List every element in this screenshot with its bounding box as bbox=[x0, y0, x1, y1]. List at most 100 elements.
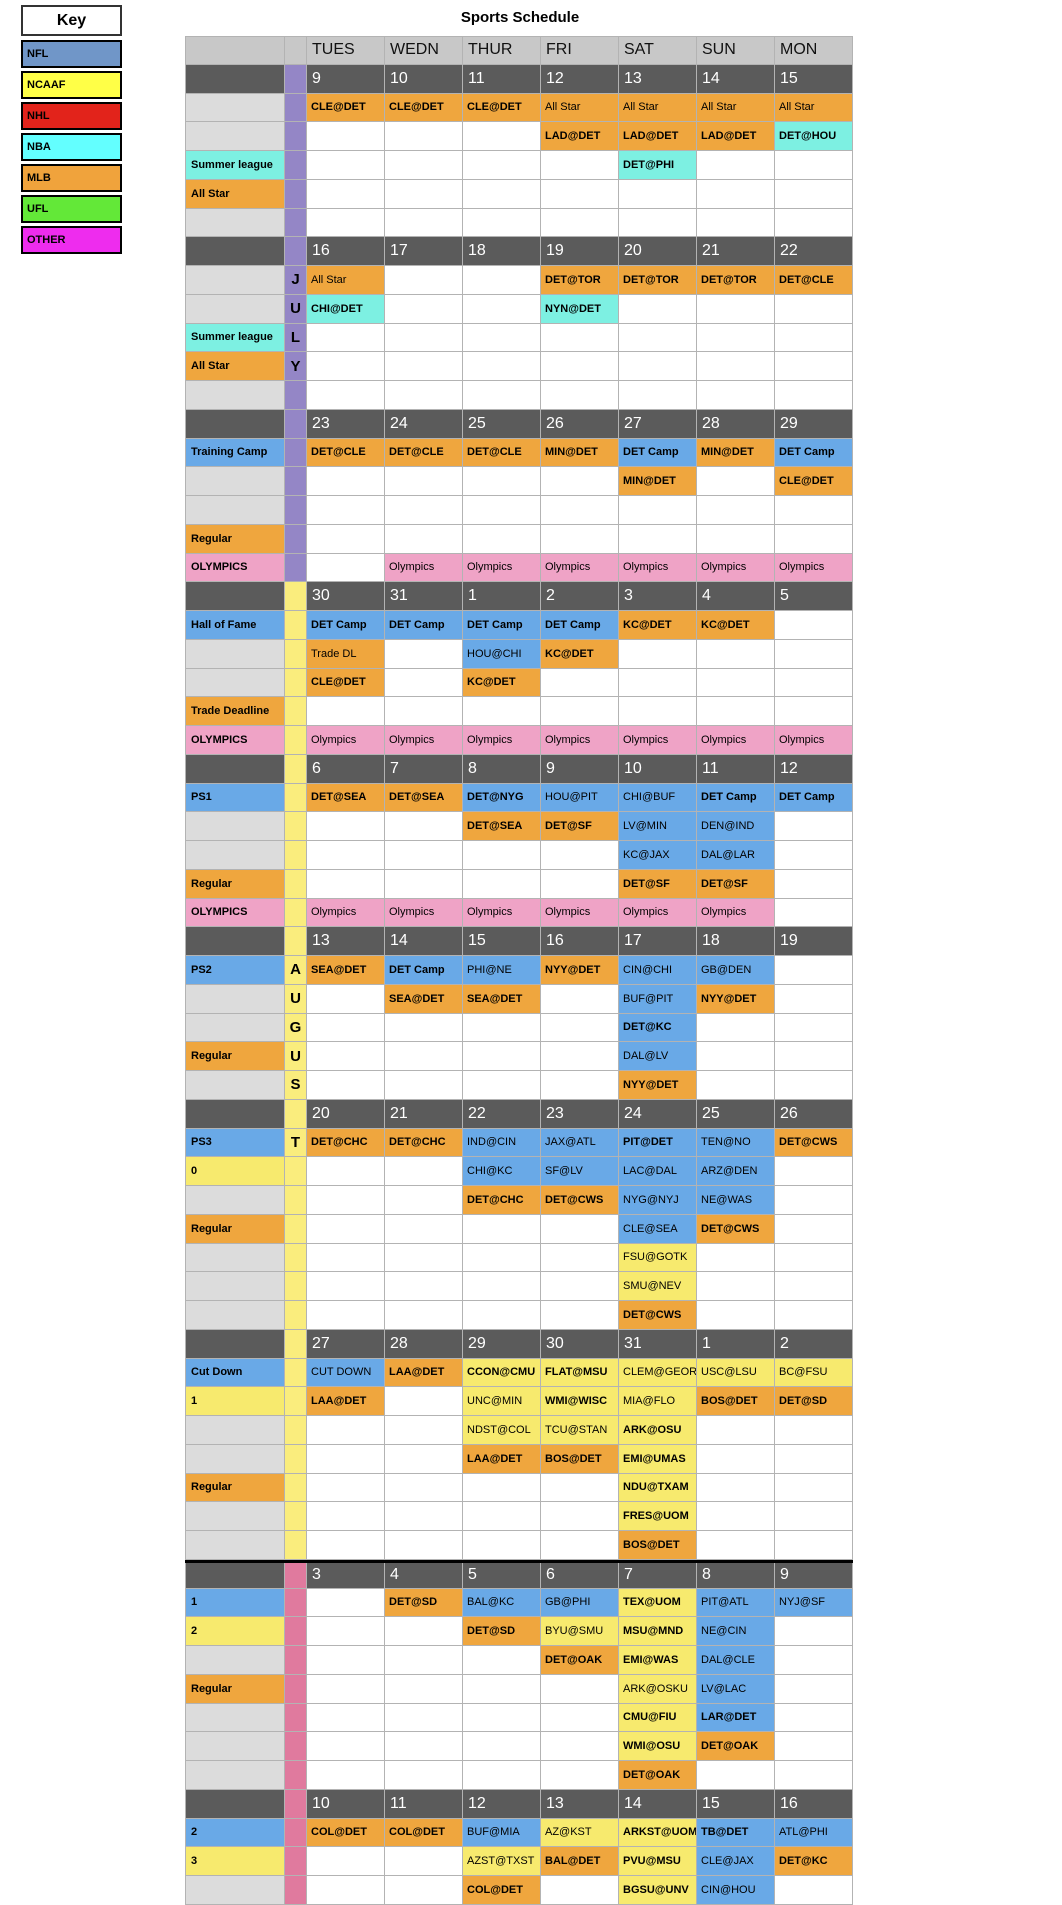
game-cell[interactable]: CHI@KC bbox=[463, 1157, 541, 1186]
game-cell[interactable]: NYY@DET bbox=[541, 956, 619, 985]
game-cell[interactable]: ARK@OSKU bbox=[619, 1674, 697, 1704]
game-cell[interactable]: DET@CLE bbox=[775, 266, 853, 295]
empty-cell[interactable] bbox=[307, 323, 385, 353]
empty-cell[interactable] bbox=[307, 1703, 385, 1733]
empty-cell[interactable] bbox=[697, 1444, 775, 1474]
row-label[interactable]: All Star bbox=[185, 352, 285, 381]
empty-cell[interactable] bbox=[463, 1042, 541, 1071]
empty-cell[interactable] bbox=[307, 1157, 385, 1186]
row-label[interactable] bbox=[185, 266, 285, 295]
empty-cell[interactable] bbox=[307, 1617, 385, 1646]
empty-cell[interactable] bbox=[775, 524, 853, 554]
game-cell[interactable]: DET@CWS bbox=[775, 1128, 853, 1158]
empty-cell[interactable] bbox=[775, 1502, 853, 1531]
empty-cell[interactable] bbox=[385, 812, 463, 841]
row-label[interactable]: 2 bbox=[185, 1818, 285, 1848]
game-cell[interactable]: CLEM@GEOR bbox=[619, 1358, 697, 1388]
row-label[interactable]: Regular bbox=[185, 869, 285, 899]
game-cell[interactable]: LAA@DET bbox=[307, 1387, 385, 1416]
empty-cell[interactable] bbox=[385, 1071, 463, 1100]
game-cell[interactable]: DET@KC bbox=[775, 1847, 853, 1876]
empty-cell[interactable] bbox=[775, 841, 853, 870]
empty-cell[interactable] bbox=[697, 1761, 775, 1790]
game-cell[interactable]: HOU@PIT bbox=[541, 783, 619, 813]
game-cell[interactable]: DET@SD bbox=[385, 1588, 463, 1618]
empty-cell[interactable] bbox=[775, 208, 853, 238]
empty-cell[interactable] bbox=[775, 381, 853, 410]
game-cell[interactable]: Olympics bbox=[619, 726, 697, 755]
empty-cell[interactable] bbox=[307, 1186, 385, 1215]
game-cell[interactable]: All Star bbox=[307, 266, 385, 295]
row-label[interactable]: PS1 bbox=[185, 783, 285, 813]
empty-cell[interactable] bbox=[775, 1042, 853, 1071]
game-cell[interactable]: SMU@NEV bbox=[619, 1272, 697, 1301]
empty-cell[interactable] bbox=[541, 1531, 619, 1560]
game-cell[interactable]: KC@DET bbox=[541, 639, 619, 669]
game-cell[interactable]: Olympics bbox=[463, 553, 541, 583]
game-cell[interactable]: LAA@DET bbox=[463, 1444, 541, 1474]
empty-cell[interactable] bbox=[541, 1473, 619, 1503]
row-label[interactable]: Training Camp bbox=[185, 438, 285, 468]
game-cell[interactable]: CLE@DET bbox=[385, 93, 463, 123]
empty-cell[interactable] bbox=[775, 1157, 853, 1186]
empty-cell[interactable] bbox=[775, 323, 853, 353]
row-label[interactable] bbox=[185, 1876, 285, 1905]
game-cell[interactable]: Olympics bbox=[463, 898, 541, 928]
empty-cell[interactable] bbox=[541, 1301, 619, 1330]
empty-cell[interactable] bbox=[463, 1214, 541, 1244]
empty-cell[interactable] bbox=[307, 1013, 385, 1043]
empty-cell[interactable] bbox=[385, 151, 463, 180]
game-cell[interactable]: DET@CWS bbox=[619, 1301, 697, 1330]
empty-cell[interactable] bbox=[307, 1876, 385, 1905]
row-label[interactable] bbox=[185, 93, 285, 123]
game-cell[interactable]: DET Camp bbox=[775, 438, 853, 468]
game-cell[interactable]: EMI@WAS bbox=[619, 1646, 697, 1675]
game-cell[interactable]: PVU@MSU bbox=[619, 1847, 697, 1876]
empty-cell[interactable] bbox=[385, 1157, 463, 1186]
empty-cell[interactable] bbox=[697, 1531, 775, 1560]
empty-cell[interactable] bbox=[307, 1502, 385, 1531]
game-cell[interactable]: BAL@DET bbox=[541, 1847, 619, 1876]
game-cell[interactable]: KC@DET bbox=[463, 668, 541, 698]
empty-cell[interactable] bbox=[697, 1301, 775, 1330]
empty-cell[interactable] bbox=[541, 1042, 619, 1071]
game-cell[interactable]: ARKST@UOM bbox=[619, 1818, 697, 1848]
row-label[interactable] bbox=[185, 467, 285, 496]
empty-cell[interactable] bbox=[385, 179, 463, 209]
empty-cell[interactable] bbox=[775, 1301, 853, 1330]
game-cell[interactable]: NE@CIN bbox=[697, 1617, 775, 1646]
empty-cell[interactable] bbox=[775, 1876, 853, 1905]
row-label[interactable] bbox=[185, 1444, 285, 1474]
empty-cell[interactable] bbox=[307, 697, 385, 726]
row-label[interactable] bbox=[185, 1071, 285, 1100]
empty-cell[interactable] bbox=[697, 1416, 775, 1445]
empty-cell[interactable] bbox=[463, 1732, 541, 1761]
empty-cell[interactable] bbox=[385, 1732, 463, 1761]
row-label[interactable]: Regular bbox=[185, 1042, 285, 1071]
empty-cell[interactable] bbox=[541, 697, 619, 726]
game-cell[interactable]: LAD@DET bbox=[697, 122, 775, 151]
game-cell[interactable]: UNC@MIN bbox=[463, 1387, 541, 1416]
empty-cell[interactable] bbox=[385, 1272, 463, 1301]
row-label[interactable] bbox=[185, 1272, 285, 1301]
empty-cell[interactable] bbox=[307, 122, 385, 151]
empty-cell[interactable] bbox=[385, 1847, 463, 1876]
game-cell[interactable]: CLE@DET bbox=[307, 93, 385, 123]
game-cell[interactable]: DET@TOR bbox=[541, 266, 619, 295]
row-label[interactable] bbox=[185, 1186, 285, 1215]
empty-cell[interactable] bbox=[619, 496, 697, 525]
empty-cell[interactable] bbox=[697, 352, 775, 381]
game-cell[interactable]: CLE@DET bbox=[307, 668, 385, 698]
empty-cell[interactable] bbox=[463, 1502, 541, 1531]
game-cell[interactable]: DET@OAK bbox=[619, 1761, 697, 1790]
empty-cell[interactable] bbox=[385, 381, 463, 410]
empty-cell[interactable] bbox=[619, 639, 697, 669]
empty-cell[interactable] bbox=[775, 1243, 853, 1273]
row-label[interactable] bbox=[185, 381, 285, 410]
game-cell[interactable]: CLE@DET bbox=[463, 93, 541, 123]
empty-cell[interactable] bbox=[385, 668, 463, 698]
empty-cell[interactable] bbox=[385, 1416, 463, 1445]
game-cell[interactable]: TEN@NO bbox=[697, 1128, 775, 1158]
game-cell[interactable]: DET@SD bbox=[775, 1387, 853, 1416]
empty-cell[interactable] bbox=[385, 1674, 463, 1704]
